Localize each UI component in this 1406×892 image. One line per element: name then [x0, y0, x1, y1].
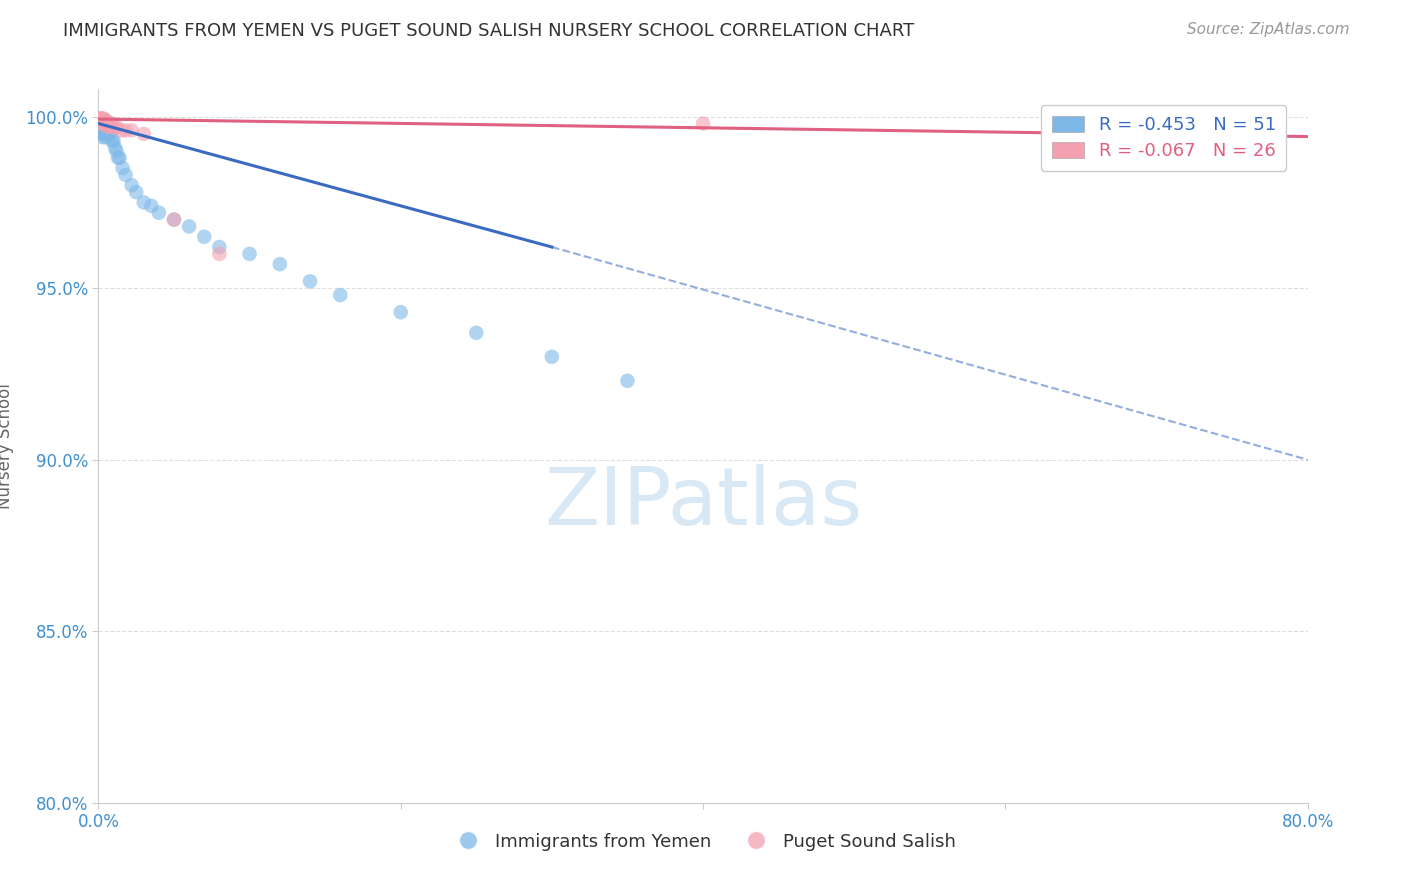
Point: [93, 127, 115, 141]
Point: [107, 151, 129, 165]
Point: [108, 151, 131, 165]
Point: [90, 113, 112, 128]
Text: ZIPatlas: ZIPatlas: [544, 464, 862, 542]
Point: [91, 113, 114, 128]
Point: [114, 168, 136, 182]
Point: [208, 240, 231, 254]
Point: [89, 113, 111, 128]
Point: [101, 116, 124, 130]
Point: [125, 185, 148, 199]
Point: [96, 116, 118, 130]
Y-axis label: Nursery School: Nursery School: [0, 383, 14, 509]
Point: [89, 116, 111, 130]
Point: [111, 161, 134, 175]
Point: [208, 247, 231, 261]
Point: [94, 120, 117, 134]
Point: [141, 199, 163, 213]
Point: [90, 116, 112, 130]
Point: [163, 212, 186, 227]
Point: [329, 288, 352, 302]
Point: [94, 130, 117, 145]
Point: [110, 123, 132, 137]
Point: [269, 257, 291, 271]
Point: [90, 113, 112, 128]
Point: [105, 144, 128, 158]
Point: [114, 123, 136, 137]
Point: [465, 326, 488, 340]
Point: [193, 229, 215, 244]
Point: [91, 113, 114, 128]
Point: [121, 123, 143, 137]
Point: [540, 350, 562, 364]
Point: [93, 116, 115, 130]
Point: [121, 178, 143, 193]
Point: [94, 113, 117, 128]
Point: [91, 123, 114, 137]
Point: [389, 305, 412, 319]
Point: [94, 123, 117, 137]
Point: [93, 113, 115, 128]
Point: [163, 212, 186, 227]
Point: [100, 127, 122, 141]
Point: [90, 116, 112, 130]
Point: [93, 120, 115, 134]
Point: [103, 120, 125, 134]
Point: [239, 247, 262, 261]
Point: [100, 120, 122, 134]
Point: [93, 116, 115, 130]
Point: [148, 205, 170, 219]
Point: [89, 113, 111, 128]
Point: [96, 120, 118, 134]
Point: [299, 274, 322, 288]
Point: [91, 116, 114, 130]
Point: [94, 116, 117, 130]
Point: [98, 116, 121, 130]
Point: [616, 374, 638, 388]
Point: [103, 134, 125, 148]
Point: [132, 195, 155, 210]
Text: Source: ZipAtlas.com: Source: ZipAtlas.com: [1187, 22, 1350, 37]
Point: [91, 127, 114, 141]
Point: [98, 127, 121, 141]
Point: [692, 116, 714, 130]
Legend: Immigrants from Yemen, Puget Sound Salish: Immigrants from Yemen, Puget Sound Salis…: [443, 826, 963, 858]
Point: [91, 130, 114, 145]
Point: [179, 219, 201, 234]
Point: [96, 120, 118, 134]
Point: [90, 112, 112, 126]
Point: [90, 123, 112, 137]
Point: [93, 113, 115, 128]
Point: [90, 127, 112, 141]
Point: [104, 140, 127, 154]
Point: [89, 112, 111, 126]
Point: [91, 112, 114, 126]
Point: [101, 134, 124, 148]
Point: [98, 120, 121, 134]
Point: [90, 120, 112, 134]
Point: [105, 120, 128, 134]
Text: IMMIGRANTS FROM YEMEN VS PUGET SOUND SALISH NURSERY SCHOOL CORRELATION CHART: IMMIGRANTS FROM YEMEN VS PUGET SOUND SAL…: [63, 22, 914, 40]
Point: [132, 127, 155, 141]
Point: [96, 127, 118, 141]
Point: [91, 116, 114, 130]
Point: [91, 120, 114, 134]
Point: [94, 116, 117, 130]
